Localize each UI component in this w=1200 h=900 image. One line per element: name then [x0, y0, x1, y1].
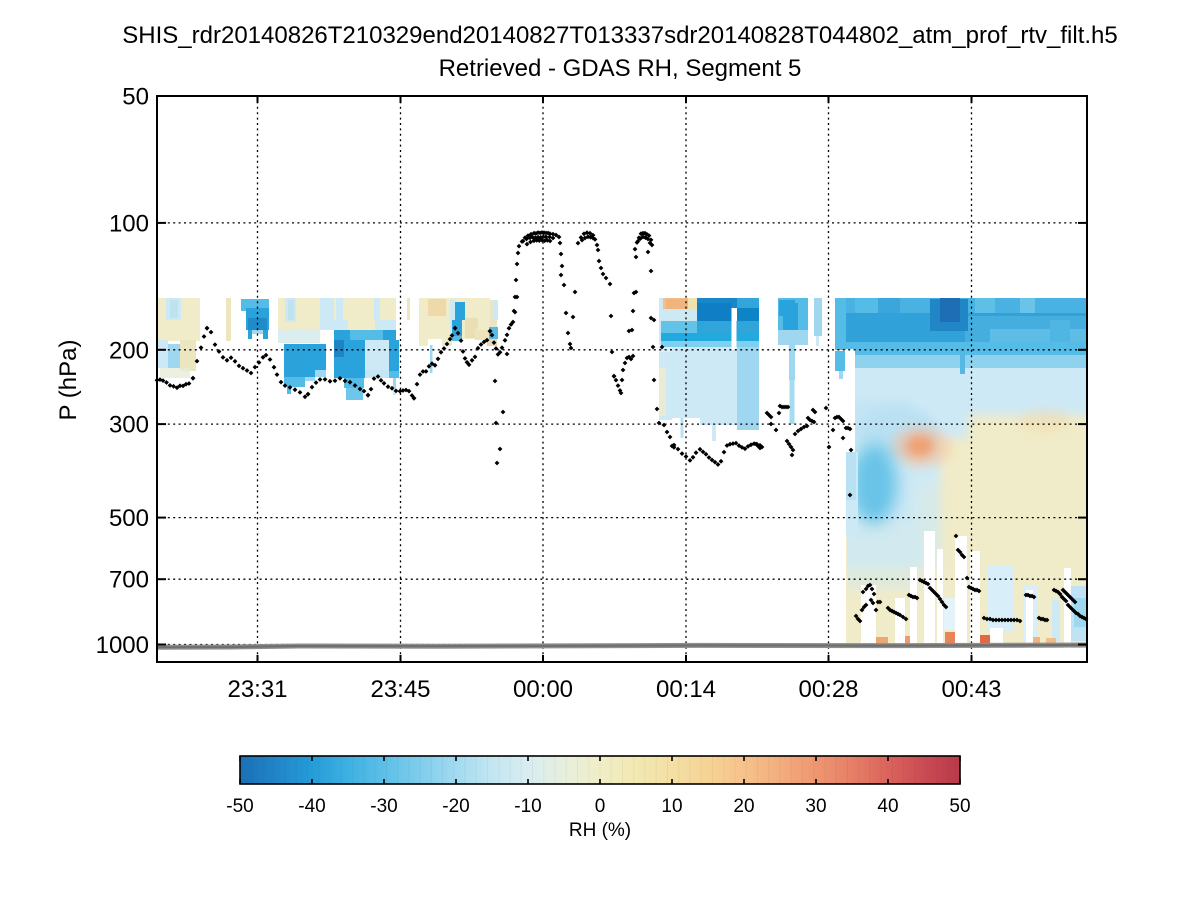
svg-text:-10: -10 [514, 796, 541, 817]
svg-text:30: 30 [805, 796, 826, 817]
svg-text:500: 500 [109, 505, 149, 532]
svg-text:-30: -30 [370, 796, 397, 817]
svg-text:50: 50 [949, 796, 970, 817]
svg-text:RH (%): RH (%) [569, 820, 631, 841]
svg-text:00:00: 00:00 [513, 676, 573, 703]
svg-text:00:14: 00:14 [656, 676, 716, 703]
svg-text:00:28: 00:28 [798, 676, 858, 703]
svg-text:00:43: 00:43 [941, 676, 1001, 703]
svg-text:1000: 1000 [96, 632, 149, 659]
svg-text:200: 200 [109, 337, 149, 364]
svg-text:-50: -50 [226, 796, 253, 817]
svg-text:10: 10 [661, 796, 682, 817]
svg-text:40: 40 [877, 796, 898, 817]
svg-text:23:45: 23:45 [370, 676, 430, 703]
svg-text:SHIS_rdr20140826T210329end2014: SHIS_rdr20140826T210329end20140827T01333… [122, 22, 1117, 49]
svg-text:Retrieved - GDAS RH, Segment 5: Retrieved - GDAS RH, Segment 5 [439, 55, 802, 82]
svg-text:-40: -40 [298, 796, 325, 817]
svg-text:P (hPa): P (hPa) [55, 340, 82, 421]
svg-text:100: 100 [109, 210, 149, 237]
svg-text:300: 300 [109, 412, 149, 439]
svg-text:700: 700 [109, 567, 149, 594]
svg-text:20: 20 [733, 796, 754, 817]
svg-text:-20: -20 [442, 796, 469, 817]
svg-text:23:31: 23:31 [227, 676, 287, 703]
svg-text:0: 0 [595, 796, 606, 817]
svg-text:50: 50 [122, 84, 149, 111]
